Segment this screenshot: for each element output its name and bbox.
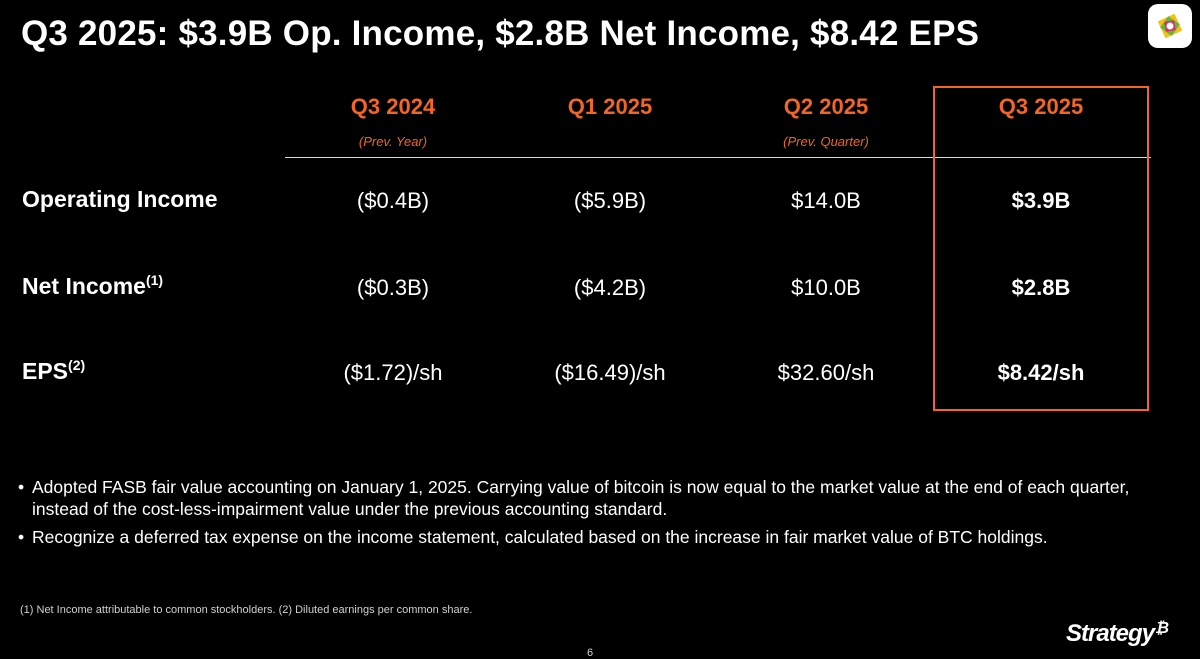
footnote: (1) Net Income attributable to common st…	[20, 604, 473, 616]
cell-eps-q1-2025: ($16.49)/sh	[554, 360, 666, 385]
bullet-text: Adopted FASB fair value accounting on Ja…	[32, 477, 1130, 519]
column-header-q3-2024: Q3 2024	[350, 94, 436, 119]
cell-net-income-q2-2025: $10.0B	[791, 275, 861, 300]
cell-net-income-q3-2024: ($0.3B)	[356, 275, 430, 300]
slide-title: Q3 2025: $3.9B Op. Income, $2.8B Net Inc…	[21, 14, 980, 53]
cell-eps-q3-2025: $8.42/sh	[997, 360, 1085, 385]
current-quarter-highlight	[933, 86, 1149, 411]
list-item: • Recognize a deferred tax expense on th…	[18, 526, 1178, 548]
cell-operating-income-q3-2024: ($0.4B)	[356, 188, 430, 213]
row-label-eps: EPS(2)	[22, 357, 86, 384]
cell-net-income-q1-2025: ($4.2B)	[573, 275, 647, 300]
row-label-net-income: Net Income(1)	[22, 272, 164, 299]
row-label-operating-income: Operating Income	[22, 186, 218, 212]
cell-net-income-q3-2025: $2.8B	[1011, 275, 1071, 300]
column-subheader-prev-quarter: (Prev. Quarter)	[783, 134, 869, 149]
column-header-q1-2025: Q1 2025	[567, 94, 653, 119]
cell-eps-q3-2024: ($1.72)/sh	[343, 360, 443, 385]
bitcoin-icon: ₿	[1155, 620, 1169, 637]
app-logo-glyph	[1157, 13, 1183, 39]
cell-operating-income-q1-2025: ($5.9B)	[573, 188, 647, 213]
page-number: 6	[586, 647, 594, 659]
notes-list: • Adopted FASB fair value accounting on …	[18, 476, 1178, 554]
cell-operating-income-q3-2025: $3.9B	[1011, 188, 1071, 213]
cell-eps-q2-2025: $32.60/sh	[777, 360, 875, 385]
list-item: • Adopted FASB fair value accounting on …	[18, 476, 1178, 520]
cell-operating-income-q2-2025: $14.0B	[791, 188, 861, 213]
column-subheader-prev-year: (Prev. Year)	[358, 134, 428, 149]
header-divider	[285, 157, 1151, 158]
bullet-marker: •	[18, 477, 25, 497]
column-header-q3-2025: Q3 2025	[998, 94, 1084, 119]
brand-logo: Strategy₿	[1066, 620, 1169, 648]
app-logo-icon[interactable]	[1148, 4, 1192, 48]
column-header-q2-2025: Q2 2025	[783, 94, 869, 119]
bullet-text: Recognize a deferred tax expense on the …	[32, 527, 1048, 547]
brand-name: Strategy	[1066, 620, 1155, 647]
bullet-marker: •	[18, 527, 25, 547]
